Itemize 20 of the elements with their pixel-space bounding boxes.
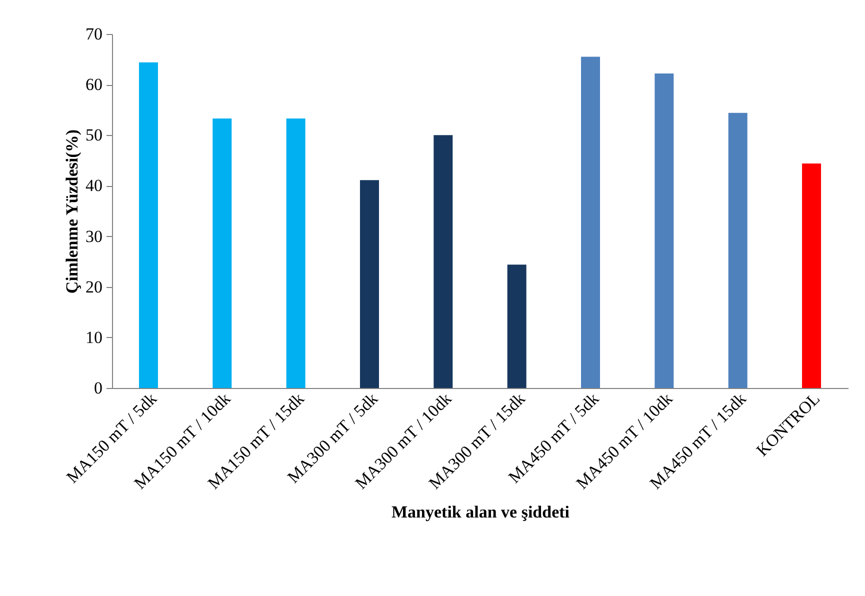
bar [728,112,748,388]
y-tick-label: 60 [86,75,102,94]
y-tick-label: 40 [86,176,102,196]
bar [212,118,232,388]
y-tick-label: 20 [86,277,102,296]
y-tick-label: 10 [86,328,102,347]
bar [286,118,306,388]
bar [802,163,822,388]
y-tick-label: 30 [86,226,102,246]
y-tick-label: 70 [86,24,102,44]
y-axis-title: Çimlenme Yüzdesi(%) [62,129,82,294]
y-tick-label: 0 [94,378,102,398]
bar [138,62,158,388]
bar [507,264,526,388]
x-axis-title: Manyetik alan ve şiddeti [391,502,570,522]
bar [360,180,379,388]
bar [654,73,674,388]
bar [581,56,600,388]
bar [434,135,453,388]
y-tick-label: 50 [86,126,102,145]
